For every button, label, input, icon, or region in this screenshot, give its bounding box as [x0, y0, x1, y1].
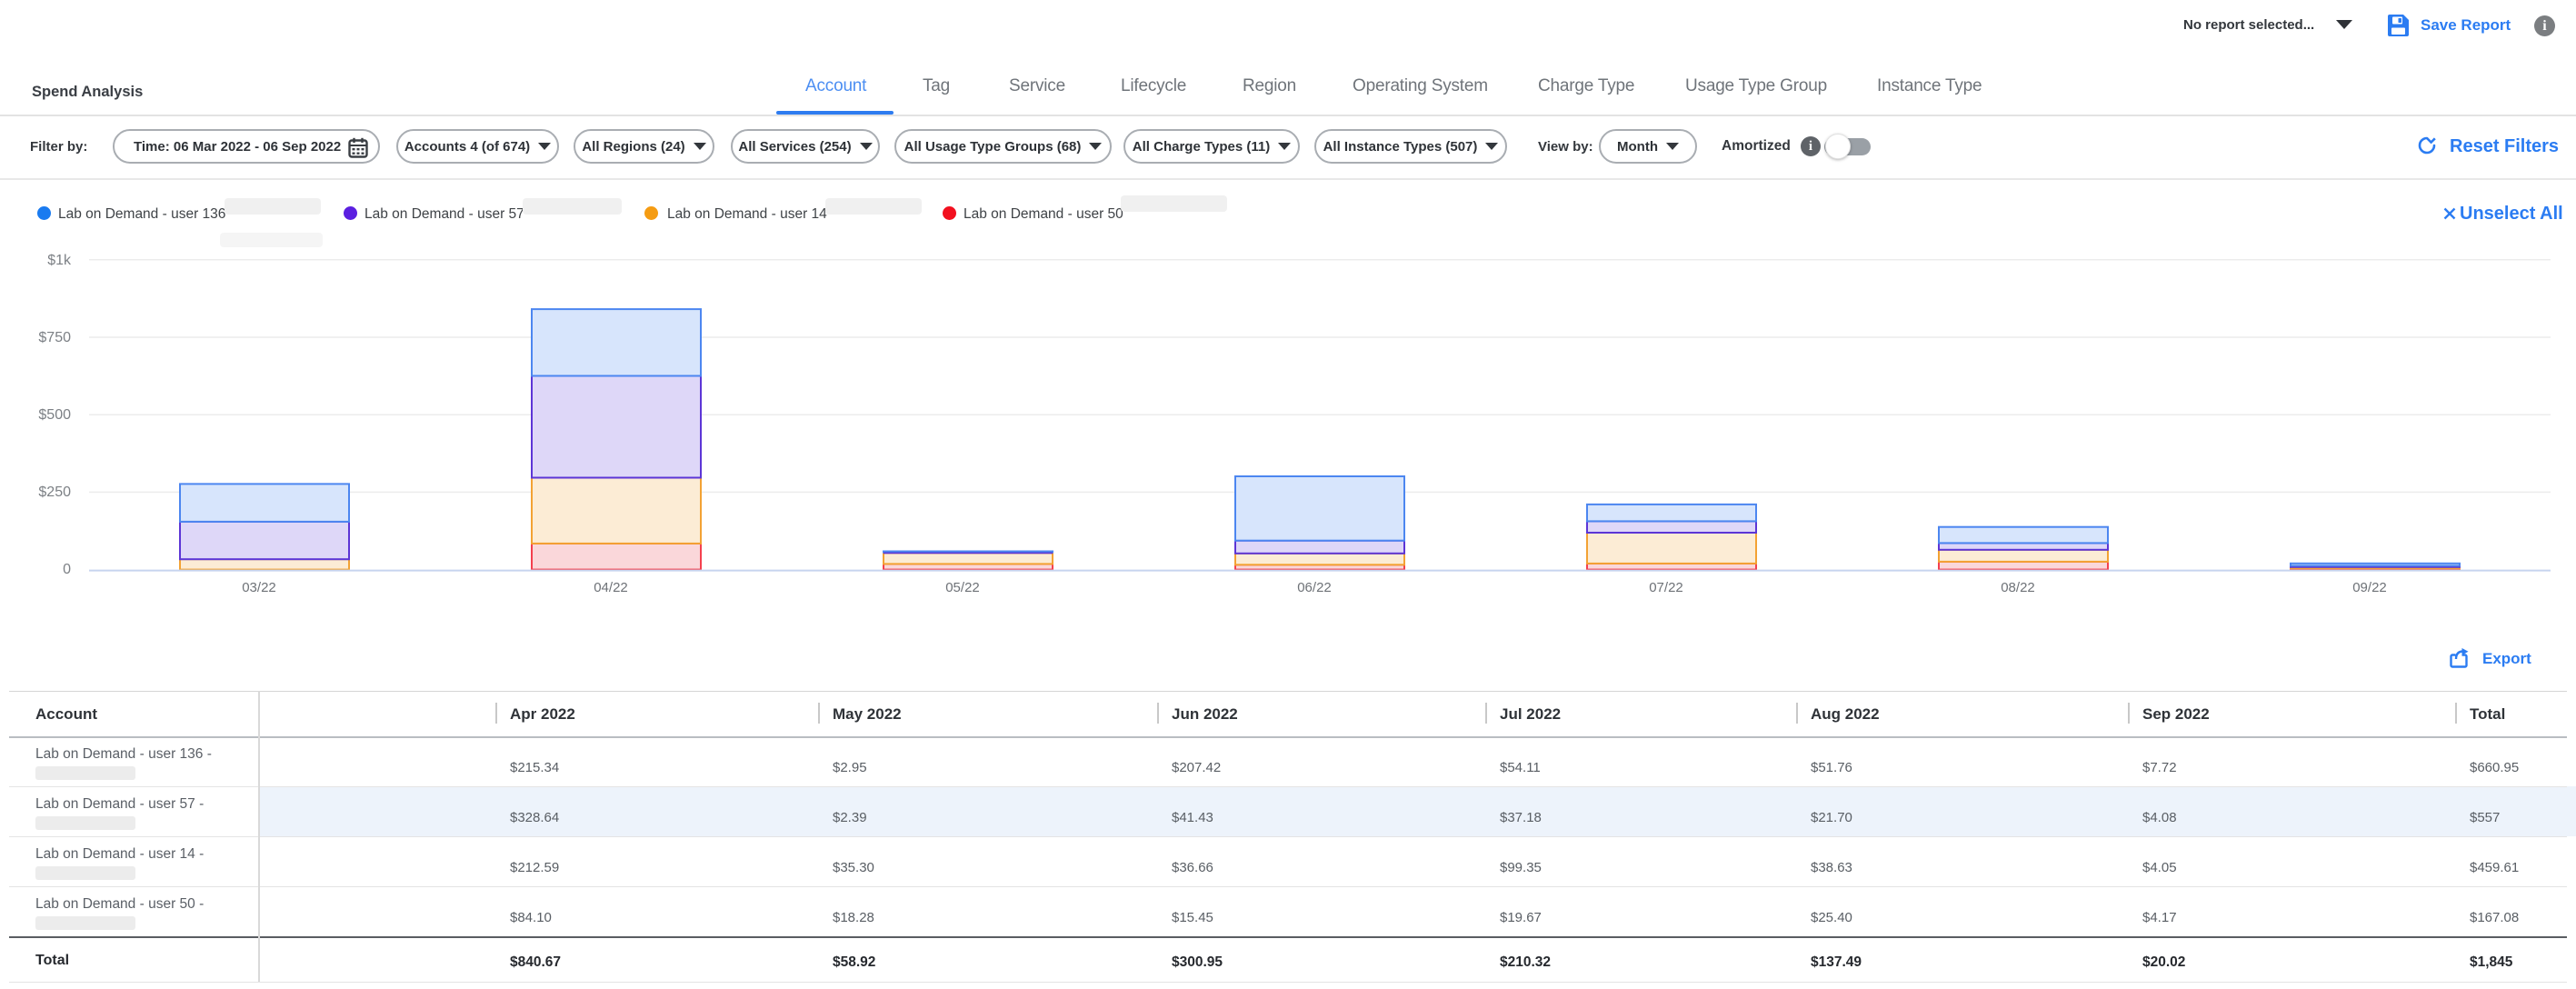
svg-text:07/22: 07/22 [1649, 580, 1683, 595]
svg-text:$1k: $1k [47, 253, 72, 268]
svg-text:05/22: 05/22 [945, 580, 980, 595]
svg-text:03/22: 03/22 [242, 580, 276, 595]
svg-text:$250: $250 [38, 485, 71, 500]
svg-text:$500: $500 [38, 407, 71, 423]
svg-text:$750: $750 [38, 330, 71, 345]
svg-text:06/22: 06/22 [1297, 580, 1332, 595]
svg-text:0: 0 [63, 562, 71, 577]
svg-text:08/22: 08/22 [2001, 580, 2035, 595]
svg-text:04/22: 04/22 [594, 580, 628, 595]
svg-text:09/22: 09/22 [2352, 580, 2387, 595]
